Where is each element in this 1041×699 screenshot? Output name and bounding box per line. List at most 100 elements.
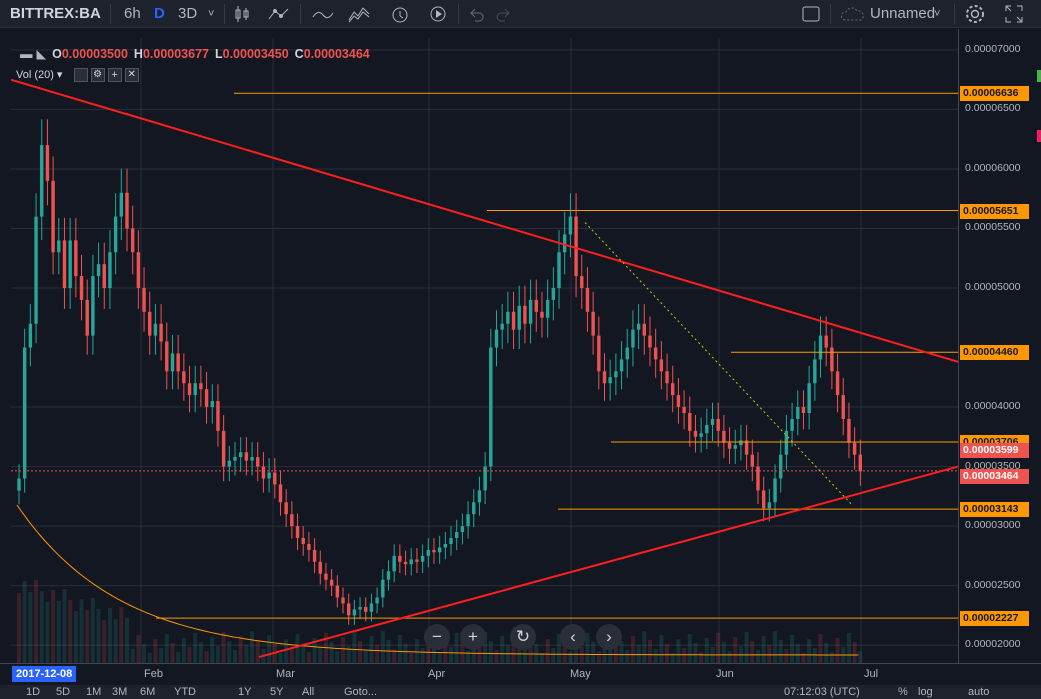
low-key: L	[214, 47, 223, 61]
candle-body	[335, 585, 340, 598]
range-button[interactable]: 1D	[26, 686, 41, 698]
range-button[interactable]: 6M	[140, 686, 156, 698]
layout-chevron-icon[interactable]: ˅	[934, 8, 941, 20]
range-button[interactable]: 5D	[56, 686, 71, 698]
candle-body	[318, 561, 322, 574]
volume-bar	[341, 637, 345, 663]
range-button[interactable]: 1M	[86, 686, 102, 698]
volume-bar	[625, 650, 630, 663]
candles-icon[interactable]	[234, 0, 250, 28]
price-tick-label: 0.00002500	[965, 578, 1021, 591]
range-button[interactable]: 07:12:03 (UTC)	[784, 686, 860, 698]
time-axis-label: Mar	[276, 668, 295, 680]
volume-bar	[807, 639, 812, 663]
candle-body	[74, 240, 78, 277]
candle-body	[119, 192, 124, 217]
candle-body	[756, 466, 760, 491]
range-button[interactable]: 1Y	[238, 686, 252, 698]
fullscreen-icon[interactable]	[1004, 0, 1024, 28]
time-axis-label: Feb	[144, 668, 163, 680]
candle-body	[312, 549, 317, 562]
candle-body	[386, 571, 391, 580]
replay-icon[interactable]	[428, 0, 448, 28]
range-button[interactable]: 3M	[112, 686, 128, 698]
collapse-legend-icon[interactable]: ▬	[20, 47, 33, 61]
level-price-label: 0.00002227	[960, 611, 1029, 627]
layout-name[interactable]: Unnamed	[870, 5, 936, 22]
volume-bar	[437, 652, 442, 663]
candle-body	[40, 145, 44, 217]
candle-body	[182, 371, 186, 384]
volume-bar	[102, 620, 107, 663]
candle-body	[381, 579, 385, 598]
settings-icon[interactable]	[964, 0, 986, 28]
volume-bar	[818, 634, 823, 663]
bottom-range-bar: 1D 5D 1M 3M 6M YTD 1Y 5Y All Goto... 07:12:03 (UTC…	[0, 685, 1041, 699]
dotted-trendline	[584, 222, 854, 507]
zoom-out-button[interactable]: −	[424, 624, 450, 650]
volume-legend[interactable]: Vol (20) ▾ ⚙ + ✕	[16, 68, 139, 83]
range-button[interactable]: auto	[968, 686, 990, 698]
range-button[interactable]: All	[302, 686, 315, 698]
volume-bar	[761, 636, 766, 663]
eye-icon[interactable]	[73, 68, 88, 83]
volume-bar	[699, 652, 704, 663]
candle-body	[716, 418, 720, 431]
gear-icon[interactable]: ⚙	[90, 68, 105, 83]
time-axis[interactable]: 2017-12-08 Feb Mar Apr May Jun Jul	[0, 663, 1041, 685]
line-tool-icon[interactable]	[312, 0, 334, 28]
candle-body	[591, 311, 595, 336]
range-button[interactable]: 5Y	[270, 686, 284, 698]
candle-body	[642, 323, 646, 336]
indicators-icon[interactable]	[268, 0, 290, 28]
interval-6h[interactable]: 6h	[124, 5, 141, 22]
price-tick-label: 0.00006000	[965, 161, 1021, 174]
open-value: 0.00003500	[61, 47, 128, 61]
volume-bar	[289, 648, 294, 663]
zoom-in-button[interactable]: +	[460, 624, 486, 650]
volume-bar	[522, 649, 527, 663]
undo-icon[interactable]	[468, 0, 484, 28]
candle-body	[563, 234, 567, 253]
level-price-label: 0.00004460	[960, 345, 1029, 361]
toolbar-divider	[224, 4, 225, 24]
interval-d[interactable]: D	[154, 5, 165, 22]
redo-icon[interactable]	[496, 0, 512, 28]
price-chart[interactable]	[11, 38, 958, 663]
volume-bar	[545, 639, 550, 663]
scroll-right-button[interactable]: ›	[596, 624, 622, 650]
volume-bar	[431, 643, 436, 663]
volume-chevron-icon[interactable]: ▾	[56, 69, 63, 81]
remove-icon[interactable]: ✕	[124, 68, 139, 83]
range-button[interactable]: YTD	[174, 686, 196, 698]
cloud-icon[interactable]	[840, 0, 866, 28]
candle-body	[301, 538, 305, 544]
volume-bar	[574, 638, 579, 663]
reset-chart-button[interactable]: ↻	[510, 624, 536, 650]
candle-body	[57, 240, 61, 253]
candle-body	[807, 383, 811, 413]
symbol-search[interactable]: BITTREX:BA	[10, 5, 101, 22]
range-button[interactable]: Goto...	[344, 686, 378, 698]
candle-body	[79, 276, 84, 300]
alert-icon[interactable]	[390, 0, 410, 28]
scroll-left-button[interactable]: ‹	[560, 624, 586, 650]
price-scale[interactable]: 0.00007000 0.00006500 0.00006000 0.00005500…	[958, 29, 1041, 663]
candle-body	[204, 389, 209, 408]
candle-body	[779, 454, 783, 479]
volume-bar	[409, 653, 414, 663]
toolbar-divider	[458, 4, 459, 24]
interval-chevron-icon[interactable]: ˅	[208, 8, 215, 20]
volume-bar	[795, 644, 800, 663]
interval-3d[interactable]: 3D	[178, 5, 198, 22]
range-button[interactable]: %	[898, 686, 908, 698]
volume-bar	[460, 642, 465, 663]
candle-body	[437, 547, 442, 553]
layout-icon[interactable]	[802, 0, 820, 28]
time-axis-start-label: 2017-12-08	[12, 666, 77, 682]
compare-icon[interactable]	[348, 0, 370, 28]
candle-body	[102, 264, 106, 288]
add-icon[interactable]: +	[107, 68, 122, 83]
volume-bar	[119, 607, 124, 663]
range-button[interactable]: log	[918, 686, 933, 698]
